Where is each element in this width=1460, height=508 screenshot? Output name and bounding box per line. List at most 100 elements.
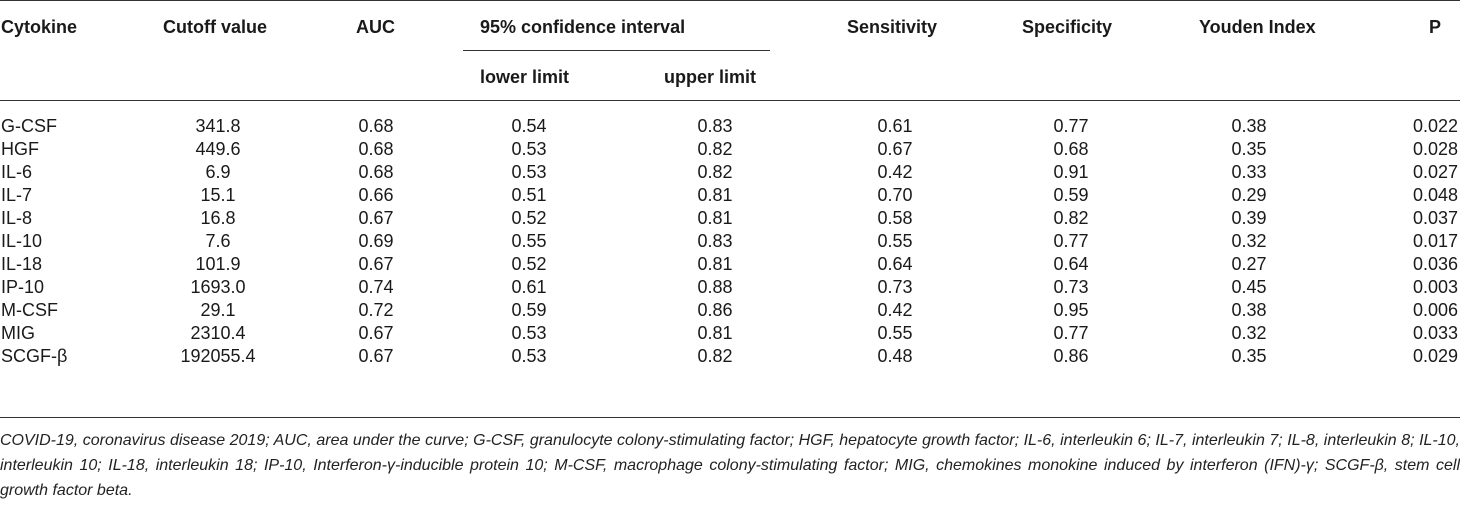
cell-youden-index: 0.32	[1231, 323, 1267, 343]
table-row: MIG 2310.4 0.67 0.53 0.81 0.55 0.77 0.32 0.033	[0, 322, 1460, 344]
cell-upper-limit: 0.81	[697, 185, 733, 205]
cell-youden-index: 0.38	[1231, 116, 1267, 136]
cell-specificity: 0.82	[1053, 208, 1089, 228]
cell-cutoff-value: 2310.4	[190, 323, 246, 343]
cell-specificity: 0.59	[1053, 185, 1089, 205]
cell-youden-index: 0.33	[1231, 162, 1267, 182]
cell-cutoff-value: 15.1	[200, 185, 236, 205]
table-footnote: COVID-19, coronavirus disease 2019; AUC,…	[0, 432, 1460, 499]
cell-sensitivity: 0.55	[877, 231, 913, 251]
cell-cytokine: IL-10	[1, 231, 43, 251]
cell-cutoff-value: 1693.0	[190, 277, 246, 297]
cell-sensitivity: 0.64	[877, 254, 913, 274]
cell-cytokine: MIG	[1, 323, 35, 343]
cell-specificity: 0.77	[1053, 323, 1089, 343]
cell-sensitivity: 0.42	[877, 162, 913, 182]
cell-lower-limit: 0.53	[511, 346, 547, 366]
cell-sensitivity: 0.70	[877, 185, 913, 205]
cell-upper-limit: 0.81	[697, 254, 733, 274]
table-bottom-rule	[0, 417, 1460, 418]
cell-lower-limit: 0.59	[511, 300, 547, 320]
cell-cutoff-value: 449.6	[195, 139, 241, 159]
cell-cytokine: IP-10	[1, 277, 45, 297]
cell-p: 0.022	[1412, 116, 1458, 136]
cell-auc: 0.67	[358, 346, 394, 366]
cell-cytokine: HGF	[1, 139, 39, 159]
cell-auc: 0.66	[358, 185, 394, 205]
cell-lower-limit: 0.54	[511, 116, 547, 136]
cell-lower-limit: 0.52	[511, 254, 547, 274]
table-row: IL-18 101.9 0.67 0.52 0.81 0.64 0.64 0.27 0.036	[0, 253, 1460, 275]
cell-p: 0.006	[1412, 300, 1458, 320]
cell-lower-limit: 0.55	[511, 231, 547, 251]
cell-auc: 0.74	[358, 277, 394, 297]
cell-cytokine: IL-7	[1, 185, 33, 205]
cell-lower-limit: 0.51	[511, 185, 547, 205]
cell-p: 0.036	[1412, 254, 1458, 274]
header-cutoff-value: Cutoff value	[163, 17, 268, 37]
table-row: HGF 449.6 0.68 0.53 0.82 0.67 0.68 0.35 0.028	[0, 138, 1460, 160]
cell-sensitivity: 0.58	[877, 208, 913, 228]
cell-auc: 0.68	[358, 162, 394, 182]
header-lower-limit: lower limit	[480, 67, 570, 87]
cell-lower-limit: 0.61	[511, 277, 547, 297]
cell-lower-limit: 0.53	[511, 162, 547, 182]
cell-cytokine: SCGF-β	[1, 346, 68, 366]
table-row: IL-8 16.8 0.67 0.52 0.81 0.58 0.82 0.39 0.037	[0, 207, 1460, 229]
cell-youden-index: 0.29	[1231, 185, 1267, 205]
cell-auc: 0.68	[358, 116, 394, 136]
cell-upper-limit: 0.86	[697, 300, 733, 320]
cell-cytokine: M-CSF	[1, 300, 58, 320]
cell-p: 0.028	[1412, 139, 1458, 159]
cell-cytokine: IL-18	[1, 254, 43, 274]
cell-cutoff-value: 7.6	[205, 231, 231, 251]
cell-specificity: 0.73	[1053, 277, 1089, 297]
cell-sensitivity: 0.42	[877, 300, 913, 320]
table-row: IL-10 7.6 0.69 0.55 0.83 0.55 0.77 0.32 0.017	[0, 230, 1460, 252]
cell-upper-limit: 0.82	[697, 162, 733, 182]
cell-p: 0.017	[1412, 231, 1458, 251]
cell-upper-limit: 0.81	[697, 208, 733, 228]
cell-cutoff-value: 341.8	[195, 116, 241, 136]
header-specificity: Specificity	[1022, 17, 1113, 37]
cell-specificity: 0.77	[1053, 231, 1089, 251]
cell-specificity: 0.86	[1053, 346, 1089, 366]
cell-upper-limit: 0.82	[697, 346, 733, 366]
header-cytokine: Cytokine	[1, 17, 78, 37]
cell-p: 0.037	[1412, 208, 1458, 228]
cell-specificity: 0.64	[1053, 254, 1089, 274]
cell-youden-index: 0.45	[1231, 277, 1267, 297]
table-row: M-CSF 29.1 0.72 0.59 0.86 0.42 0.95 0.38 0.006	[0, 299, 1460, 321]
cell-youden-index: 0.35	[1231, 346, 1267, 366]
cell-cutoff-value: 29.1	[200, 300, 236, 320]
cell-youden-index: 0.32	[1231, 231, 1267, 251]
cell-sensitivity: 0.48	[877, 346, 913, 366]
cell-sensitivity: 0.61	[877, 116, 913, 136]
table-row: IL-6 6.9 0.68 0.53 0.82 0.42 0.91 0.33 0.027	[0, 161, 1460, 183]
cell-lower-limit: 0.52	[511, 208, 547, 228]
cell-specificity: 0.95	[1053, 300, 1089, 320]
cell-sensitivity: 0.55	[877, 323, 913, 343]
header-p: P	[1429, 17, 1442, 37]
table-row: G-CSF 341.8 0.68 0.54 0.83 0.61 0.77 0.38 0.022	[0, 115, 1460, 137]
cell-p: 0.033	[1412, 323, 1458, 343]
cell-upper-limit: 0.81	[697, 323, 733, 343]
cell-sensitivity: 0.73	[877, 277, 913, 297]
header-auc: AUC	[356, 17, 395, 37]
cell-upper-limit: 0.88	[697, 277, 733, 297]
cell-cutoff-value: 192055.4	[180, 346, 256, 366]
table-row: IL-7 15.1 0.66 0.51 0.81 0.70 0.59 0.29 0.048	[0, 184, 1460, 206]
table-row: SCGF-β 192055.4 0.67 0.53 0.82 0.48 0.86 0.35 0.…	[0, 345, 1460, 367]
cell-lower-limit: 0.53	[511, 323, 547, 343]
cell-upper-limit: 0.83	[697, 116, 733, 136]
header-confidence-interval: 95% confidence interval	[480, 17, 686, 37]
cell-youden-index: 0.35	[1231, 139, 1267, 159]
header-sensitivity: Sensitivity	[847, 17, 938, 37]
table-header-rule	[0, 100, 1460, 101]
confidence-interval-rule	[463, 50, 770, 51]
cell-specificity: 0.91	[1053, 162, 1089, 182]
cell-specificity: 0.77	[1053, 116, 1089, 136]
cell-auc: 0.72	[358, 300, 394, 320]
cell-lower-limit: 0.53	[511, 139, 547, 159]
cell-auc: 0.67	[358, 208, 394, 228]
